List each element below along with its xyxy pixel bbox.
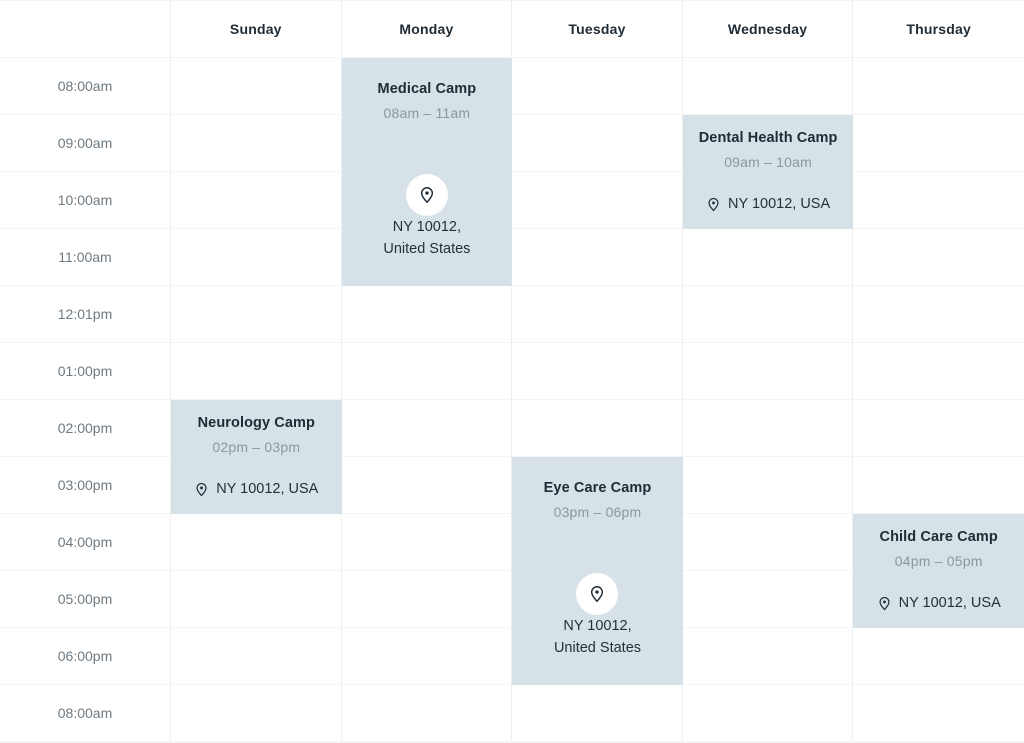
calendar-cell[interactable] xyxy=(171,229,342,286)
calendar-cell[interactable] xyxy=(512,286,683,343)
event-child-care-camp[interactable]: Child Care Camp 04pm – 05pm NY 10012, USA xyxy=(853,514,1024,628)
calendar-cell[interactable] xyxy=(171,571,342,628)
location-pin-icon xyxy=(708,197,719,211)
calendar-cell[interactable] xyxy=(171,685,342,742)
event-location-line: United States xyxy=(383,241,471,257)
calendar-cell[interactable] xyxy=(341,400,513,457)
event-location: NY 10012, USA xyxy=(877,595,1001,611)
calendar-cell[interactable] xyxy=(341,571,513,628)
event-title: Dental Health Camp xyxy=(698,130,838,146)
calendar-cell[interactable] xyxy=(853,58,1024,115)
event-location-line: NY 10012, xyxy=(563,618,632,634)
calendar-cell[interactable] xyxy=(512,343,683,400)
calendar-cell[interactable] xyxy=(341,514,513,571)
event-title: Eye Care Camp xyxy=(543,480,652,496)
calendar-cell[interactable] xyxy=(171,172,342,229)
event-eye-care-camp[interactable]: Eye Care Camp 03pm – 06pm NY 10012, United … xyxy=(512,457,683,685)
calendar-cell[interactable] xyxy=(512,58,683,115)
calendar-cell[interactable] xyxy=(171,343,342,400)
event-location: NY 10012, USA xyxy=(194,481,318,497)
location-pin-badge xyxy=(405,174,448,216)
event-title: Medical Camp xyxy=(377,81,477,97)
calendar-cell[interactable] xyxy=(341,628,513,685)
event-location-line: NY 10012, USA xyxy=(216,481,319,497)
time-label: 04:00pm xyxy=(0,514,171,571)
calendar-cell[interactable] xyxy=(853,628,1024,685)
event-location-line: NY 10012, xyxy=(392,219,462,235)
calendar-cell[interactable] xyxy=(682,457,854,514)
calendar-cell[interactable] xyxy=(682,58,854,115)
calendar-cell[interactable] xyxy=(853,457,1024,514)
calendar-cell[interactable] xyxy=(682,400,854,457)
calendar-cell[interactable] xyxy=(341,685,513,742)
calendar-cell[interactable] xyxy=(512,229,683,286)
location-pin-icon xyxy=(591,586,604,603)
location-pin-badge xyxy=(576,573,619,615)
calendar-cell[interactable] xyxy=(682,514,854,571)
calendar-cell[interactable] xyxy=(341,343,513,400)
event-time-range: 04pm – 05pm xyxy=(894,553,983,569)
calendar-cell[interactable] xyxy=(341,286,513,343)
calendar-cell[interactable] xyxy=(682,571,854,628)
event-title: Child Care Camp xyxy=(879,529,998,545)
event-title: Neurology Camp xyxy=(197,415,315,431)
day-header-wednesday: Wednesday xyxy=(682,1,854,58)
calendar-cell[interactable] xyxy=(853,229,1024,286)
event-neurology-camp[interactable]: Neurology Camp 02pm – 03pm NY 10012, USA xyxy=(171,400,342,514)
time-label: 08:00am xyxy=(0,685,171,742)
calendar-cell[interactable] xyxy=(171,115,342,172)
event-medical-camp[interactable]: Medical Camp 08am – 11am NY 10012, United S… xyxy=(341,58,513,286)
calendar-cell[interactable] xyxy=(853,400,1024,457)
event-location-line: United States xyxy=(553,640,642,656)
time-label: 05:00pm xyxy=(0,571,171,628)
calendar-cell[interactable] xyxy=(171,514,342,571)
calendar-cell[interactable] xyxy=(853,343,1024,400)
event-location-line: NY 10012, USA xyxy=(728,196,831,212)
location-pin-icon xyxy=(879,596,890,610)
calendar-cell[interactable] xyxy=(171,286,342,343)
event-time-range: 08am – 11am xyxy=(383,105,471,121)
event-time-range: 09am – 10am xyxy=(724,154,812,170)
calendar-corner xyxy=(0,1,171,58)
calendar-cell[interactable] xyxy=(171,58,342,115)
time-label: 09:00am xyxy=(0,115,171,172)
time-label: 11:00am xyxy=(0,229,171,286)
calendar-cell[interactable] xyxy=(853,286,1024,343)
time-label: 12:01pm xyxy=(0,286,171,343)
time-label: 08:00am xyxy=(0,58,171,115)
calendar-cell[interactable] xyxy=(853,172,1024,229)
calendar-cell[interactable] xyxy=(171,628,342,685)
calendar-cell[interactable] xyxy=(682,685,854,742)
time-label: 03:00pm xyxy=(0,457,171,514)
calendar-cell[interactable] xyxy=(853,115,1024,172)
calendar-cell[interactable] xyxy=(682,286,854,343)
calendar-cell[interactable] xyxy=(512,115,683,172)
calendar-cell[interactable] xyxy=(682,229,854,286)
day-header-sunday: Sunday xyxy=(171,1,342,58)
calendar-cell[interactable] xyxy=(682,628,854,685)
event-location-line: NY 10012, USA xyxy=(898,595,1001,611)
day-header-monday: Monday xyxy=(341,1,513,58)
calendar-cell[interactable] xyxy=(341,457,513,514)
time-label: 01:00pm xyxy=(0,343,171,400)
event-time-range: 03pm – 06pm xyxy=(553,504,642,520)
day-header-thursday: Thursday xyxy=(853,1,1024,58)
event-time-range: 02pm – 03pm xyxy=(212,439,301,455)
day-header-tuesday: Tuesday xyxy=(512,1,683,58)
time-label: 10:00am xyxy=(0,172,171,229)
calendar-cell[interactable] xyxy=(853,685,1024,742)
calendar-cell[interactable] xyxy=(682,343,854,400)
calendar-cell[interactable] xyxy=(512,172,683,229)
location-pin-icon xyxy=(420,187,433,204)
event-location: NY 10012, USA xyxy=(706,196,830,212)
calendar-cell[interactable] xyxy=(512,685,683,742)
time-label: 02:00pm xyxy=(0,400,171,457)
calendar-cell[interactable] xyxy=(512,400,683,457)
event-dental-health-camp[interactable]: Dental Health Camp 09am – 10am NY 10012, U… xyxy=(682,115,854,229)
time-label: 06:00pm xyxy=(0,628,171,685)
location-pin-icon xyxy=(196,482,207,496)
